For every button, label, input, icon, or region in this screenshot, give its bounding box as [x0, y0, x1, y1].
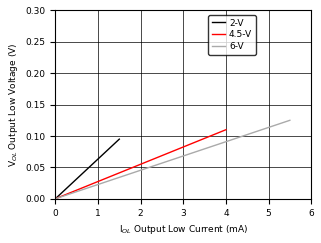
2-V	[117, 138, 121, 141]
Legend: 2-V, 4.5-V, 6-V: 2-V, 4.5-V, 6-V	[208, 15, 256, 55]
Line: 2-V: 2-V	[55, 139, 119, 199]
X-axis label: I$_{OL}$ Output Low Current (mA): I$_{OL}$ Output Low Current (mA)	[118, 223, 248, 236]
Y-axis label: V$_{OL}$ Output Low Voltage (V): V$_{OL}$ Output Low Voltage (V)	[7, 43, 20, 167]
4.5-V	[53, 197, 57, 200]
4.5-V	[224, 128, 228, 131]
Line: 4.5-V: 4.5-V	[55, 130, 226, 199]
2-V	[53, 197, 57, 200]
